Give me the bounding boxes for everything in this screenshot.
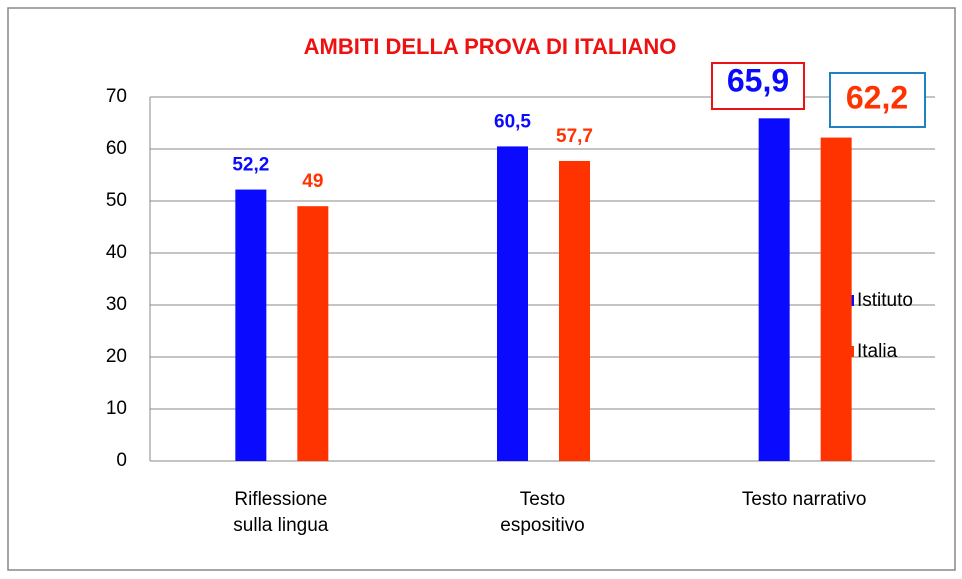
bar	[559, 160, 590, 461]
y-tick-label: 70	[106, 86, 127, 107]
y-tick-label: 40	[106, 242, 127, 263]
legend-label: Istituto	[857, 290, 913, 311]
label-box	[711, 62, 805, 110]
x-tick-label: Riflessione sulla lingua	[233, 489, 329, 536]
value-label: 52,2	[232, 155, 269, 176]
x-tick-label: Testo espositivo	[500, 489, 585, 536]
bar	[758, 118, 790, 461]
y-tick-label: 20	[106, 346, 127, 367]
legend-swatch	[843, 346, 854, 357]
label-box	[829, 72, 926, 128]
bar	[235, 189, 267, 461]
value-label: 57,7	[556, 126, 593, 147]
y-tick-label: 50	[106, 190, 127, 211]
y-tick-label: 60	[106, 138, 127, 159]
legend-label: Italia	[857, 341, 898, 362]
y-tick-label: 30	[106, 294, 127, 315]
value-label: 60,5	[494, 111, 531, 132]
bar	[497, 146, 528, 461]
value-label: 49	[302, 171, 323, 192]
value-label: 65,9	[727, 62, 789, 98]
y-tick-label: 0	[116, 450, 127, 471]
bar	[297, 206, 329, 461]
y-tick-label: 10	[106, 398, 127, 419]
bar	[820, 137, 852, 461]
value-label: 62,2	[846, 79, 908, 115]
x-tick-label: Testo narrativo	[741, 489, 867, 510]
chart-title: AMBITI DELLA PROVA DI ITALIANO	[304, 34, 677, 59]
